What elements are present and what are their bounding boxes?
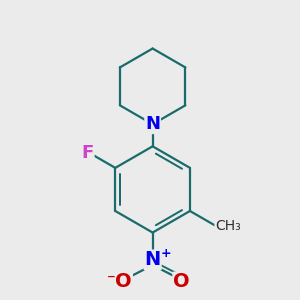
Text: +: + xyxy=(161,247,172,260)
Text: O: O xyxy=(173,272,190,292)
Text: N: N xyxy=(145,115,160,133)
Text: F: F xyxy=(82,144,94,162)
Text: ⁻: ⁻ xyxy=(106,270,115,288)
Text: N: N xyxy=(145,250,161,269)
Text: O: O xyxy=(116,272,132,292)
Text: CH₃: CH₃ xyxy=(215,219,241,233)
